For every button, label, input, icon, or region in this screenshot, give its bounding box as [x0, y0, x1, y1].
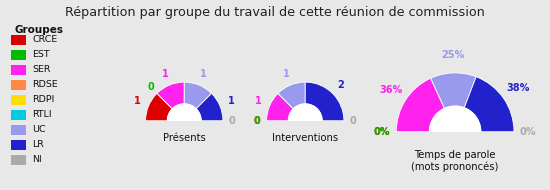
- Text: Interventions: Interventions: [272, 132, 338, 142]
- Text: 1: 1: [283, 69, 289, 79]
- Bar: [11, 155, 26, 165]
- Circle shape: [167, 104, 201, 138]
- Bar: [377, 132, 533, 190]
- Text: RDSE: RDSE: [32, 80, 58, 89]
- Text: EST: EST: [32, 50, 50, 59]
- Text: 0: 0: [254, 116, 261, 126]
- Text: Temps de parole
(mots prononcés): Temps de parole (mots prononcés): [411, 150, 499, 172]
- Bar: [11, 35, 26, 45]
- Text: 0: 0: [350, 116, 356, 126]
- Text: LR: LR: [32, 140, 44, 149]
- Bar: [11, 65, 26, 75]
- Wedge shape: [196, 93, 223, 121]
- Text: 0%: 0%: [374, 127, 390, 137]
- Bar: [133, 121, 235, 172]
- Text: CRCE: CRCE: [32, 35, 58, 44]
- Wedge shape: [267, 93, 293, 121]
- Text: 0%: 0%: [520, 127, 536, 137]
- Text: Répartition par groupe du travail de cette réunion de commission: Répartition par groupe du travail de cet…: [65, 6, 485, 19]
- Text: 0%: 0%: [374, 127, 390, 137]
- Text: 0: 0: [147, 82, 154, 92]
- Text: Présents: Présents: [163, 132, 206, 142]
- Bar: [11, 110, 26, 120]
- Text: NI: NI: [32, 155, 42, 164]
- Text: RDPI: RDPI: [32, 95, 54, 104]
- Wedge shape: [431, 73, 476, 108]
- Text: 0: 0: [254, 116, 261, 126]
- Text: 38%: 38%: [507, 83, 530, 93]
- Wedge shape: [146, 93, 172, 121]
- Bar: [254, 121, 356, 172]
- Wedge shape: [157, 82, 184, 109]
- Text: 1: 1: [162, 69, 168, 79]
- Bar: [11, 140, 26, 150]
- Circle shape: [288, 104, 322, 138]
- Text: 1: 1: [200, 69, 207, 79]
- Text: 0: 0: [229, 116, 235, 126]
- Bar: [11, 50, 26, 60]
- Text: RTLI: RTLI: [32, 110, 52, 119]
- Bar: [11, 125, 26, 135]
- Wedge shape: [464, 77, 514, 132]
- Wedge shape: [396, 78, 444, 132]
- Wedge shape: [184, 82, 212, 109]
- Text: 1: 1: [134, 97, 141, 106]
- Text: 1: 1: [255, 97, 262, 106]
- Text: 1: 1: [228, 97, 234, 106]
- Text: Groupes: Groupes: [15, 25, 64, 35]
- Bar: [11, 80, 26, 90]
- Text: 2: 2: [338, 80, 344, 90]
- Circle shape: [430, 106, 481, 157]
- Bar: [11, 95, 26, 105]
- Text: 36%: 36%: [379, 85, 402, 95]
- Text: SER: SER: [32, 65, 51, 74]
- Text: 25%: 25%: [441, 50, 464, 60]
- Text: UC: UC: [32, 125, 46, 134]
- Wedge shape: [305, 82, 344, 121]
- Wedge shape: [278, 82, 305, 109]
